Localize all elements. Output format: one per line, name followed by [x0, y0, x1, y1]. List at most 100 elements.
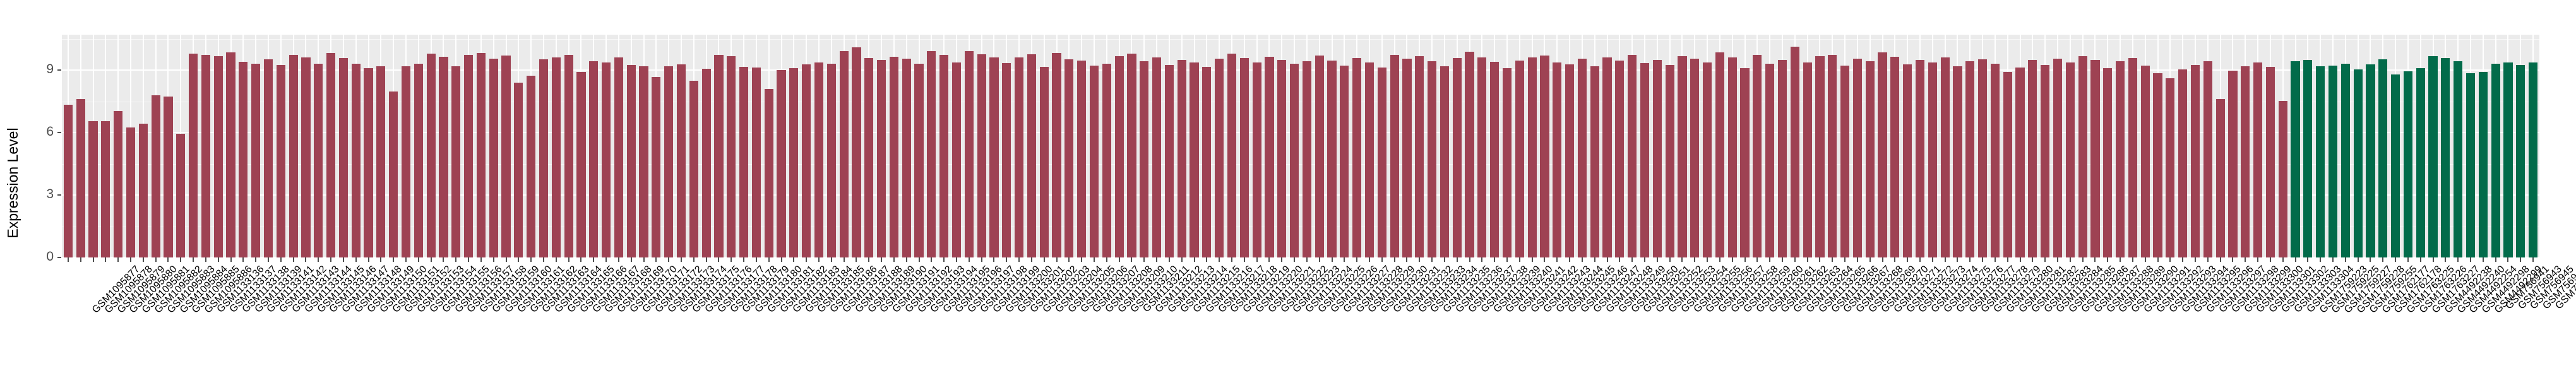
- bar[interactable]: [576, 72, 586, 257]
- bar[interactable]: [2328, 65, 2338, 257]
- bar[interactable]: [714, 55, 724, 257]
- bar[interactable]: [176, 133, 186, 257]
- bar[interactable]: [1327, 60, 1337, 257]
- bar[interactable]: [276, 64, 285, 257]
- bar[interactable]: [2203, 61, 2212, 257]
- bar[interactable]: [2128, 57, 2138, 257]
- bar[interactable]: [1465, 52, 1474, 257]
- bar[interactable]: [376, 66, 386, 257]
- bar[interactable]: [1390, 54, 1399, 257]
- bar[interactable]: [351, 64, 361, 257]
- bar[interactable]: [1202, 67, 1212, 257]
- bar[interactable]: [338, 57, 349, 257]
- bar[interactable]: [2115, 61, 2125, 257]
- bar[interactable]: [1215, 59, 1224, 257]
- bar[interactable]: [2078, 56, 2087, 257]
- bar[interactable]: [1164, 64, 1174, 257]
- bar[interactable]: [2090, 60, 2100, 257]
- bar[interactable]: [539, 59, 549, 257]
- bar[interactable]: [601, 62, 611, 257]
- bar[interactable]: [664, 66, 674, 257]
- bar[interactable]: [389, 91, 398, 257]
- bar[interactable]: [1790, 47, 1799, 257]
- bar[interactable]: [2503, 62, 2513, 257]
- bar[interactable]: [1140, 61, 1149, 257]
- bar[interactable]: [1052, 53, 1061, 257]
- bar[interactable]: [864, 57, 874, 257]
- bar[interactable]: [2041, 64, 2050, 257]
- bar[interactable]: [2441, 57, 2450, 257]
- bar[interactable]: [1615, 60, 1625, 257]
- bar[interactable]: [289, 54, 298, 257]
- bar[interactable]: [1652, 59, 1662, 257]
- bar[interactable]: [1540, 56, 1549, 257]
- bar[interactable]: [652, 76, 661, 257]
- bar[interactable]: [1502, 68, 1512, 257]
- bar[interactable]: [1302, 61, 1312, 257]
- bar[interactable]: [1903, 64, 1912, 257]
- bar[interactable]: [2528, 62, 2538, 257]
- bar[interactable]: [1990, 64, 2000, 257]
- bar[interactable]: [2028, 60, 2037, 257]
- bar[interactable]: [802, 64, 811, 257]
- bar[interactable]: [1690, 58, 1700, 257]
- bar[interactable]: [1865, 61, 1875, 257]
- bar[interactable]: [739, 66, 749, 257]
- bar[interactable]: [114, 111, 123, 257]
- bar[interactable]: [2253, 62, 2263, 257]
- bar[interactable]: [2103, 68, 2113, 257]
- bar[interactable]: [639, 66, 648, 257]
- bar[interactable]: [1702, 62, 1712, 257]
- bar[interactable]: [63, 104, 73, 257]
- bar[interactable]: [1427, 61, 1437, 257]
- bar[interactable]: [2065, 62, 2075, 257]
- bar[interactable]: [2353, 69, 2363, 257]
- bar[interactable]: [1064, 59, 1074, 257]
- bar[interactable]: [889, 56, 899, 257]
- bar[interactable]: [1765, 64, 1775, 257]
- bar[interactable]: [1777, 60, 1787, 257]
- bar[interactable]: [88, 121, 98, 257]
- bar[interactable]: [1565, 64, 1575, 257]
- bar[interactable]: [2428, 56, 2438, 257]
- bar[interactable]: [1039, 66, 1049, 257]
- bar[interactable]: [1590, 66, 1599, 257]
- bar[interactable]: [1190, 62, 1199, 257]
- bar[interactable]: [1665, 65, 1674, 257]
- bar[interactable]: [1965, 61, 1975, 257]
- bar[interactable]: [876, 60, 886, 257]
- bar[interactable]: [76, 98, 85, 257]
- bar[interactable]: [1102, 64, 1111, 257]
- bar[interactable]: [1252, 62, 1261, 257]
- bar[interactable]: [852, 47, 861, 257]
- bar[interactable]: [1177, 59, 1186, 257]
- bar[interactable]: [951, 62, 962, 257]
- bar[interactable]: [426, 53, 436, 257]
- bar[interactable]: [1815, 56, 1825, 257]
- bar[interactable]: [1753, 55, 1762, 257]
- bar[interactable]: [2265, 67, 2275, 257]
- bar[interactable]: [1928, 62, 1937, 257]
- bar[interactable]: [2340, 63, 2350, 257]
- bar[interactable]: [2228, 71, 2238, 257]
- bar[interactable]: [1515, 60, 1524, 257]
- bar[interactable]: [201, 55, 211, 257]
- bar[interactable]: [676, 64, 686, 257]
- bar[interactable]: [764, 89, 773, 257]
- bar[interactable]: [239, 61, 248, 257]
- bar[interactable]: [989, 57, 999, 257]
- bar[interactable]: [1852, 59, 1863, 257]
- bar[interactable]: [1490, 61, 1500, 257]
- bar[interactable]: [2390, 74, 2400, 257]
- bar[interactable]: [1089, 65, 1099, 257]
- bar[interactable]: [251, 63, 261, 257]
- bar[interactable]: [927, 51, 936, 257]
- bar[interactable]: [626, 64, 636, 257]
- bar[interactable]: [263, 59, 273, 257]
- bar[interactable]: [151, 95, 160, 257]
- bar[interactable]: [1602, 57, 1612, 257]
- bar[interactable]: [839, 51, 849, 257]
- bar[interactable]: [1152, 57, 1162, 257]
- bar[interactable]: [1239, 57, 1249, 257]
- bar[interactable]: [501, 56, 511, 257]
